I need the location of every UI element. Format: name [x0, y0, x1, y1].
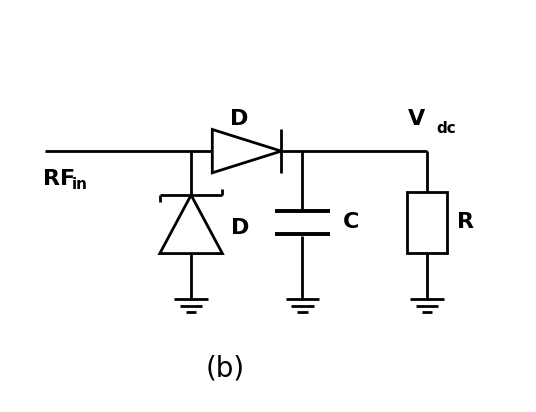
Text: D: D	[231, 218, 249, 239]
Text: dc: dc	[437, 121, 457, 136]
Polygon shape	[212, 129, 281, 173]
Text: D: D	[229, 109, 248, 129]
Bar	[407, 192, 447, 253]
Polygon shape	[160, 195, 222, 253]
Text: in: in	[72, 177, 88, 192]
Text: (b): (b)	[206, 355, 245, 383]
Text: RF: RF	[42, 169, 75, 190]
Text: V: V	[408, 109, 425, 129]
Text: C: C	[344, 212, 360, 232]
Text: R: R	[457, 212, 474, 232]
